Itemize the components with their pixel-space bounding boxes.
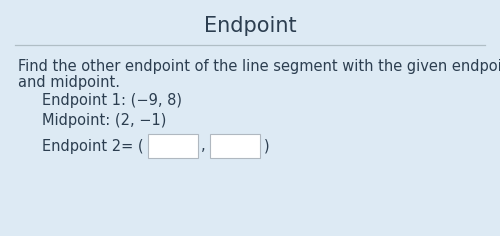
FancyBboxPatch shape	[210, 134, 260, 158]
Text: Find the other endpoint of the line segment with the given endpoint: Find the other endpoint of the line segm…	[18, 59, 500, 73]
Text: Endpoint 2= (: Endpoint 2= (	[42, 139, 144, 153]
Text: Midpoint: (2, −1): Midpoint: (2, −1)	[42, 113, 166, 127]
Text: ): )	[264, 139, 270, 153]
Text: Endpoint: Endpoint	[204, 16, 296, 36]
Text: and midpoint.: and midpoint.	[18, 75, 120, 89]
Text: Endpoint 1: (−9, 8): Endpoint 1: (−9, 8)	[42, 93, 182, 109]
Text: ,: ,	[201, 139, 205, 153]
FancyBboxPatch shape	[148, 134, 198, 158]
